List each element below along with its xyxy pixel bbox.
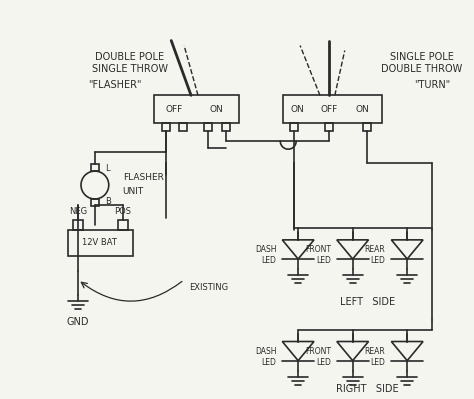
Bar: [73, 220, 83, 230]
Text: FRONT: FRONT: [305, 347, 331, 356]
Bar: [118, 220, 128, 230]
Text: OFF: OFF: [320, 105, 337, 114]
Text: FRONT: FRONT: [305, 245, 331, 254]
Text: POS: POS: [114, 207, 131, 216]
Text: LED: LED: [371, 256, 385, 265]
Text: ON: ON: [290, 105, 304, 114]
Text: LEFT   SIDE: LEFT SIDE: [340, 296, 395, 307]
Bar: [363, 123, 371, 131]
Text: RIGHT   SIDE: RIGHT SIDE: [336, 384, 399, 394]
Text: EXISTING: EXISTING: [189, 283, 228, 292]
Bar: [162, 123, 170, 131]
Text: LED: LED: [316, 256, 331, 265]
Bar: [204, 123, 212, 131]
Bar: [179, 123, 187, 131]
Text: OFF: OFF: [165, 105, 183, 114]
Text: 12V BAT: 12V BAT: [82, 238, 117, 247]
Text: "TURN": "TURN": [414, 81, 450, 91]
Text: UNIT: UNIT: [123, 186, 144, 196]
Bar: [68, 230, 133, 256]
Text: DASH: DASH: [255, 245, 276, 254]
Text: ON: ON: [210, 105, 224, 114]
Text: B: B: [105, 198, 110, 207]
Bar: [155, 95, 238, 123]
Bar: [290, 123, 298, 131]
Bar: [91, 199, 99, 206]
Bar: [222, 123, 230, 131]
Bar: [325, 123, 333, 131]
Bar: [283, 95, 383, 123]
Text: FLASHER: FLASHER: [123, 173, 164, 182]
Text: LED: LED: [262, 256, 276, 265]
Text: SINGLE THROW: SINGLE THROW: [91, 65, 168, 75]
Text: "FLASHER": "FLASHER": [88, 81, 141, 91]
Text: L: L: [105, 164, 109, 173]
Text: ON: ON: [356, 105, 369, 114]
Bar: [91, 164, 99, 171]
Text: DOUBLE POLE: DOUBLE POLE: [95, 53, 164, 63]
Text: DOUBLE THROW: DOUBLE THROW: [382, 65, 463, 75]
Text: LED: LED: [316, 358, 331, 367]
Text: SINGLE POLE: SINGLE POLE: [390, 53, 454, 63]
Text: GND: GND: [67, 316, 89, 326]
Text: DASH: DASH: [255, 347, 276, 356]
Text: NEG: NEG: [69, 207, 87, 216]
Text: REAR: REAR: [365, 347, 385, 356]
Text: REAR: REAR: [365, 245, 385, 254]
Text: LED: LED: [262, 358, 276, 367]
Text: LED: LED: [371, 358, 385, 367]
